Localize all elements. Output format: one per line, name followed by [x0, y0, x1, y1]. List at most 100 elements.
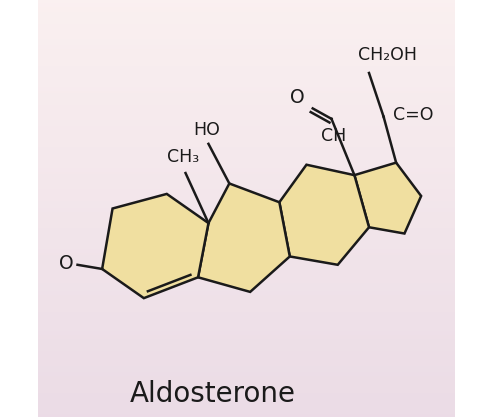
Bar	[37, 113, 455, 115]
Bar	[37, 227, 455, 229]
Bar	[37, 208, 455, 211]
Bar	[37, 346, 455, 348]
Bar	[37, 286, 455, 288]
Bar	[37, 252, 455, 254]
Text: HO: HO	[193, 121, 220, 139]
Bar	[37, 354, 455, 357]
Bar	[37, 415, 455, 417]
Bar	[37, 321, 455, 323]
Bar	[37, 177, 455, 179]
Bar	[37, 69, 455, 71]
Bar	[37, 98, 455, 100]
Bar	[37, 350, 455, 352]
Text: Aldosterone: Aldosterone	[129, 380, 296, 408]
Bar	[37, 111, 455, 113]
Bar	[37, 194, 455, 196]
Bar	[37, 181, 455, 183]
Bar	[37, 31, 455, 33]
Bar	[37, 161, 455, 163]
Text: O: O	[290, 88, 304, 108]
Bar	[37, 294, 455, 296]
Bar	[37, 96, 455, 98]
Bar	[37, 10, 455, 13]
Bar	[37, 359, 455, 361]
Bar	[37, 63, 455, 65]
Bar	[37, 169, 455, 171]
Bar	[37, 25, 455, 27]
Bar	[37, 336, 455, 338]
Bar	[37, 133, 455, 136]
Polygon shape	[198, 183, 290, 292]
Polygon shape	[354, 163, 421, 234]
Bar	[37, 148, 455, 150]
Bar	[37, 4, 455, 6]
Bar	[37, 290, 455, 292]
Bar	[37, 121, 455, 123]
Bar	[37, 367, 455, 369]
Bar	[37, 88, 455, 90]
Bar	[37, 281, 455, 284]
Bar	[37, 146, 455, 148]
Bar	[37, 125, 455, 127]
Bar	[37, 388, 455, 390]
Bar	[37, 200, 455, 202]
Bar	[37, 277, 455, 279]
Bar	[37, 344, 455, 346]
Bar	[37, 60, 455, 63]
Bar	[37, 38, 455, 40]
Bar	[37, 19, 455, 21]
Bar	[37, 317, 455, 319]
Bar	[37, 142, 455, 144]
Bar	[37, 192, 455, 194]
Bar	[37, 229, 455, 231]
Polygon shape	[279, 165, 369, 265]
Bar	[37, 409, 455, 411]
Bar	[37, 77, 455, 79]
Bar	[37, 334, 455, 336]
Bar	[37, 400, 455, 402]
Bar	[37, 50, 455, 52]
Bar	[37, 225, 455, 227]
Bar	[37, 236, 455, 238]
Bar	[37, 129, 455, 131]
Bar	[37, 240, 455, 242]
Bar	[37, 23, 455, 25]
Bar	[37, 75, 455, 77]
Bar	[37, 221, 455, 223]
Bar	[37, 323, 455, 325]
Bar	[37, 27, 455, 29]
Bar	[37, 73, 455, 75]
Bar	[37, 123, 455, 125]
Bar	[37, 179, 455, 181]
Bar	[37, 342, 455, 344]
Bar	[37, 17, 455, 19]
Bar	[37, 13, 455, 15]
Bar	[37, 231, 455, 234]
Bar	[37, 196, 455, 198]
Bar	[37, 384, 455, 386]
Bar	[37, 267, 455, 269]
Bar	[37, 21, 455, 23]
Polygon shape	[102, 194, 209, 298]
Bar	[37, 183, 455, 186]
Bar	[37, 215, 455, 217]
Bar	[37, 338, 455, 340]
Bar	[37, 206, 455, 208]
Bar	[37, 90, 455, 92]
Bar	[37, 104, 455, 106]
Bar	[37, 375, 455, 377]
Bar	[37, 379, 455, 382]
Bar	[37, 396, 455, 398]
Bar	[37, 115, 455, 117]
Bar	[37, 92, 455, 94]
Bar	[37, 404, 455, 407]
Bar	[37, 292, 455, 294]
Bar	[37, 398, 455, 400]
Bar	[37, 40, 455, 42]
Bar	[37, 204, 455, 206]
Bar	[37, 357, 455, 359]
Bar	[37, 15, 455, 17]
Bar	[37, 265, 455, 267]
Bar	[37, 402, 455, 404]
Bar	[37, 296, 455, 298]
